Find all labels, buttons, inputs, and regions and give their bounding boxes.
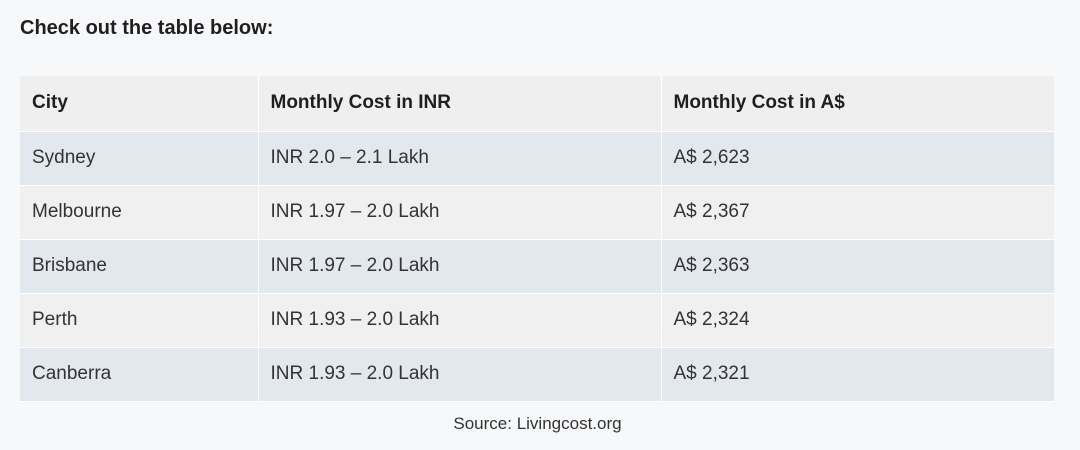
header-monthly-cost-inr: Monthly Cost in INR — [258, 76, 662, 132]
intro-heading: Check out the table below: — [20, 17, 274, 39]
cell-cost-inr: INR 2.0 – 2.1 Lakh — [258, 131, 662, 186]
cell-city: Brisbane — [20, 239, 259, 294]
cell-city: Canberra — [20, 347, 259, 402]
cell-cost-aud: A$ 2,367 — [661, 185, 1054, 240]
header-city: City — [20, 76, 259, 132]
cell-city: Perth — [20, 293, 259, 348]
table-row: Brisbane INR 1.97 – 2.0 Lakh A$ 2,363 — [20, 239, 1054, 294]
cell-cost-inr: INR 1.93 – 2.0 Lakh — [258, 293, 662, 348]
table-header-row: City Monthly Cost in INR Monthly Cost in… — [20, 76, 1054, 132]
table-row: Canberra INR 1.93 – 2.0 Lakh A$ 2,321 — [20, 347, 1054, 402]
table-row: Melbourne INR 1.97 – 2.0 Lakh A$ 2,367 — [20, 185, 1054, 240]
cell-city: Melbourne — [20, 185, 259, 240]
cell-cost-inr: INR 1.97 – 2.0 Lakh — [258, 239, 662, 294]
cell-cost-aud: A$ 2,324 — [661, 293, 1054, 348]
source-caption: Source: Livingcost.org — [453, 414, 622, 433]
cell-cost-aud: A$ 2,321 — [661, 347, 1054, 402]
cell-cost-inr: INR 1.97 – 2.0 Lakh — [258, 185, 662, 240]
table-row: Perth INR 1.93 – 2.0 Lakh A$ 2,324 — [20, 293, 1054, 348]
cost-table: City Monthly Cost in INR Monthly Cost in… — [20, 76, 1054, 402]
header-monthly-cost-aud: Monthly Cost in A$ — [661, 76, 1054, 132]
table-row: Sydney INR 2.0 – 2.1 Lakh A$ 2,623 — [20, 131, 1054, 186]
cell-city: Sydney — [20, 131, 259, 186]
cell-cost-aud: A$ 2,363 — [661, 239, 1054, 294]
cell-cost-inr: INR 1.93 – 2.0 Lakh — [258, 347, 662, 402]
cell-cost-aud: A$ 2,623 — [661, 131, 1054, 186]
